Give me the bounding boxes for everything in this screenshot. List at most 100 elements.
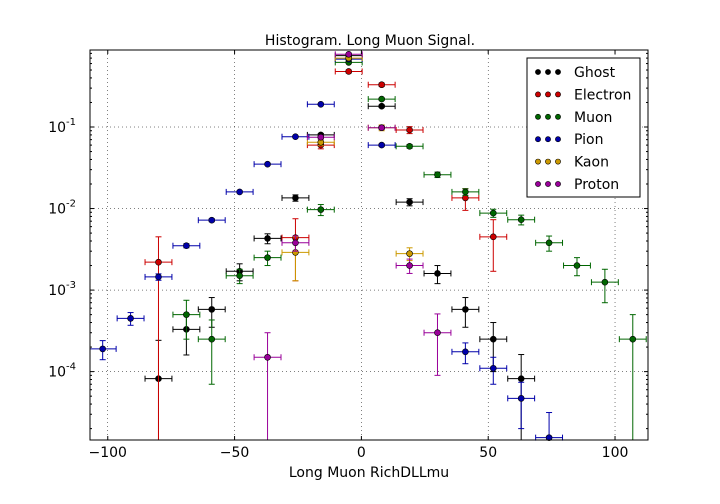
legend-label: Pion (574, 132, 603, 148)
data-point (183, 311, 190, 318)
data-point (462, 188, 469, 196)
data-point (317, 206, 325, 213)
legend-label: Proton (574, 177, 619, 193)
plot-frame (89, 49, 649, 441)
legend-marker (545, 91, 551, 98)
data-point (155, 273, 162, 281)
legend: Ghost Electron Muon Pion Kaon Proton (526, 57, 641, 198)
series-pion (90, 55, 564, 441)
legend-box (526, 57, 641, 198)
legend-marker (555, 113, 561, 120)
series-electron (144, 68, 508, 440)
data-point (264, 160, 271, 168)
legend-marker (545, 113, 551, 120)
legend-label: Ghost (574, 65, 616, 81)
data-point (517, 216, 525, 223)
data-point (127, 315, 134, 322)
data-point (406, 198, 413, 206)
chart-title: Histogram. Long Muon Signal. (265, 33, 475, 49)
data-point (317, 100, 325, 108)
data-point (517, 375, 525, 382)
legend-marker (545, 69, 551, 75)
axis-ticks (90, 50, 648, 440)
data-point (462, 348, 469, 356)
legend-item-ghost: Ghost (535, 65, 616, 81)
data-point (378, 141, 385, 149)
legend-marker (545, 181, 551, 187)
data-point (462, 306, 469, 313)
legend-marker (535, 136, 541, 143)
legend-item-pion: Pion (535, 132, 603, 148)
legend-marker (535, 181, 541, 187)
x-tick-label: −100 (89, 445, 127, 461)
data-point (292, 194, 299, 202)
data-series (90, 50, 647, 441)
legend-marker (555, 181, 561, 187)
legend-marker (535, 158, 541, 165)
data-point (264, 235, 271, 242)
data-point (434, 171, 441, 179)
x-tick-labels: −100 −50 0 50 100 (89, 445, 629, 461)
y-tick-labels: 10-4 10-3 10-2 10-1 (48, 117, 76, 381)
x-axis-label: Long Muon RichDLLmu (289, 465, 449, 481)
legend-marker (555, 69, 561, 75)
x-tick-label: 100 (602, 445, 629, 461)
data-point (406, 250, 413, 257)
data-point (406, 126, 413, 134)
data-point (629, 335, 637, 343)
data-point (573, 262, 581, 269)
data-point (406, 262, 413, 269)
series-ghost (144, 52, 536, 440)
legend-label: Muon (574, 110, 612, 126)
data-point (489, 335, 497, 343)
data-point (545, 434, 553, 441)
x-tick-label: 0 (357, 445, 366, 461)
legend-item-proton: Proton (535, 177, 619, 193)
data-point (434, 329, 441, 337)
data-point (378, 95, 385, 103)
grid-lines (90, 50, 648, 440)
data-point (489, 233, 497, 241)
legend-item-muon: Muon (535, 110, 612, 126)
legend-marker (535, 91, 541, 98)
y-tick-label: 10-4 (48, 362, 76, 381)
data-point (208, 216, 216, 224)
data-point (155, 258, 162, 266)
data-point (236, 272, 243, 280)
data-point (378, 102, 385, 110)
x-tick-label: −50 (220, 445, 250, 461)
data-point (517, 395, 525, 402)
data-point (601, 278, 609, 286)
data-point (292, 133, 299, 141)
legend-item-electron: Electron (535, 87, 631, 103)
y-tick-label: 10-2 (48, 199, 76, 218)
legend-marker (555, 136, 561, 143)
legend-marker (545, 136, 551, 143)
data-point (99, 345, 106, 353)
data-point (264, 353, 271, 361)
data-point (545, 239, 553, 247)
data-point (378, 81, 385, 89)
data-point (292, 239, 299, 247)
legend-marker (535, 69, 541, 75)
data-point (434, 270, 441, 277)
y-tick-label: 10-1 (48, 117, 76, 136)
data-point (345, 68, 353, 75)
legend-marker (555, 158, 561, 165)
legend-marker (535, 113, 541, 120)
legend-item-kaon: Kaon (535, 155, 609, 171)
y-tick-label: 10-3 (48, 280, 76, 299)
legend-label: Kaon (574, 155, 609, 171)
data-point (406, 142, 413, 150)
data-point (264, 254, 271, 261)
series-proton (253, 50, 452, 440)
data-point (208, 306, 216, 313)
legend-marker (545, 158, 551, 165)
series-muon (172, 59, 647, 440)
series-kaon (281, 54, 424, 282)
data-point (345, 50, 353, 58)
data-point (236, 188, 243, 196)
data-point (208, 335, 216, 343)
x-tick-label: 50 (479, 445, 497, 461)
data-point (317, 133, 325, 141)
